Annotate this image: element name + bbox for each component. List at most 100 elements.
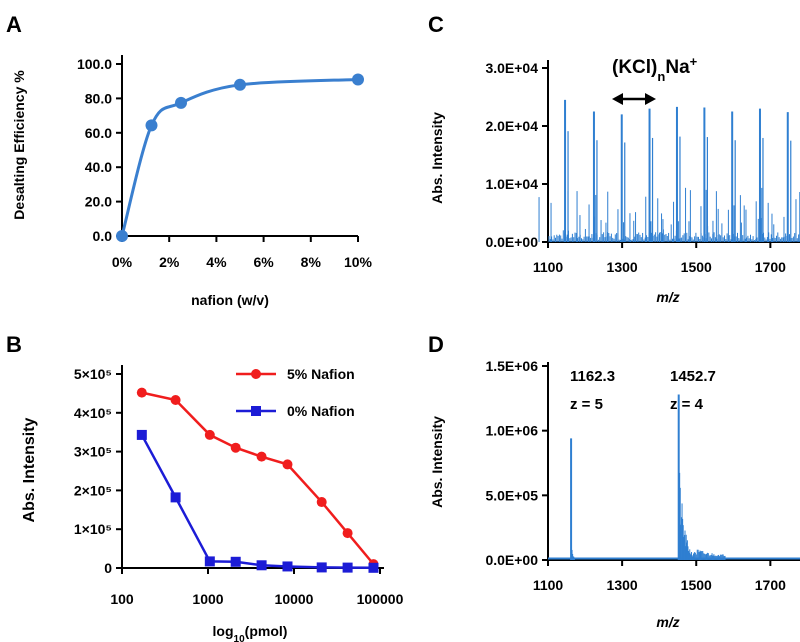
panel-b: B 0 1×10⁵ 2×10⁵ 3×10⁵ 4×10⁵ 5×10⁵ 100 1000 1000… (6, 332, 404, 642)
legend-label-5pct: 5% Nafion (287, 366, 355, 382)
x-tick-label: 6% (253, 254, 274, 270)
y-tick-label: 3×10⁵ (74, 444, 112, 460)
legend-marker-5pct (251, 369, 261, 379)
panel-d-peak2-mz: 1452.7 (670, 368, 716, 385)
data-point (175, 96, 187, 109)
data-point-square (316, 562, 327, 573)
y-tick-label: 0.0E+00 (485, 234, 538, 250)
panel-d-peak1-charge: z = 5 (570, 396, 603, 413)
panel-c-peaks (538, 99, 800, 242)
data-point-square (342, 562, 353, 573)
panel-a-letter: A (6, 12, 22, 37)
panel-d-y-axis-label: Abs. Intensity (429, 416, 445, 508)
x-tick-label: 10% (344, 254, 373, 270)
panel-b-legend: 5% Nafion 0% Nafion (236, 366, 355, 419)
panel-a-series-line (120, 77, 359, 237)
panel-d-letter: D (428, 332, 444, 357)
data-point-circle (316, 497, 327, 508)
panel-c-annotation: (KCl)nNa+ (612, 54, 698, 84)
panel-a-y-axis-label: Desalting Efficiency % (11, 70, 27, 220)
data-point-circle (342, 528, 353, 539)
data-point (116, 230, 128, 242)
panel-d: D 0.0E+005.0E+051.0E+061.5E+06 1100 1300 1… (428, 332, 800, 630)
data-point (352, 73, 364, 86)
panel-c-y-ticks: 0.0E+00 1.0E+04 2.0E+04 3.0E+04 (485, 60, 548, 250)
x-tick-label: 8% (301, 254, 322, 270)
y-tick-label: 1.0E+04 (485, 176, 538, 192)
panel-d-x-axis-label: m/z (656, 614, 679, 630)
data-point-circle (170, 394, 181, 405)
y-tick-label: 60.0 (85, 125, 112, 141)
x-tick-label: 4% (206, 254, 227, 270)
y-tick-label: 1.0E+06 (485, 423, 538, 439)
panel-d-x-ticks: 1100 1300 1500 1700 (533, 560, 786, 593)
panel-b-letter: B (6, 332, 22, 357)
panel-d-peak1-mz: 1162.3 (570, 368, 615, 385)
x-tick-label: 1500 (681, 259, 712, 275)
x-tick-label: 100000 (357, 591, 404, 607)
y-tick-label: 40.0 (85, 159, 112, 175)
panel-c: C 0.0E+001.0E+042.0E+043.0E+04 1100 1300 1… (428, 12, 800, 305)
data-point (234, 78, 246, 91)
panel-b-points (136, 387, 379, 573)
panel-c-letter: C (428, 12, 444, 37)
x-tick-label: 1100 (533, 259, 564, 275)
panel-a: A 0.0 20.0 40.0 60.0 80.0 100.0 0% 2% 4% 6% 8% 10%… (6, 12, 373, 308)
data-point-square (204, 556, 215, 567)
data-point-circle (282, 459, 293, 470)
data-point-square (368, 562, 379, 573)
data-point-square (230, 556, 241, 567)
panel-c-x-ticks: 1100 1300 1500 1700 (533, 242, 786, 275)
legend-marker-0pct (251, 406, 261, 416)
data-point-square (170, 492, 181, 503)
y-tick-label: 100.0 (77, 56, 112, 72)
y-tick-label: 0.0E+00 (485, 552, 538, 568)
panel-b-y-ticks: 0 1×10⁵ 2×10⁵ 3×10⁵ 4×10⁵ 5×10⁵ (74, 366, 122, 576)
legend-label-0pct: 0% Nafion (287, 403, 355, 419)
x-tick-label: 1300 (607, 259, 638, 275)
data-point (145, 119, 158, 132)
y-tick-label: 1×10⁵ (74, 521, 112, 537)
double-arrow-icon (612, 93, 656, 105)
y-tick-label: 5×10⁵ (74, 366, 112, 382)
panel-a-points (116, 73, 364, 242)
y-tick-label: 5.0E+05 (485, 487, 538, 503)
x-tick-label: 0% (112, 254, 133, 270)
y-tick-label: 2×10⁵ (74, 482, 112, 498)
y-tick-label: 0.0 (93, 228, 113, 244)
data-point-circle (230, 442, 241, 453)
panel-a-x-ticks: 0% 2% 4% 6% 8% 10% (112, 236, 373, 270)
x-tick-label: 1700 (755, 259, 786, 275)
y-tick-label: 1.5E+06 (485, 358, 538, 374)
panel-d-peaks (548, 394, 800, 560)
x-tick-label: 1500 (681, 577, 712, 593)
panel-b-x-axis-label: log10(pmol) (213, 623, 288, 642)
x-tick-label: 1700 (755, 577, 786, 593)
data-point-circle (136, 387, 147, 398)
x-tick-label: 2% (159, 254, 180, 270)
x-tick-label: 100 (110, 591, 134, 607)
panel-c-y-axis-label: Abs. Intensity (429, 112, 445, 204)
data-point-square (136, 429, 147, 440)
panel-b-y-axis-label: Abs. Intensity (21, 417, 38, 522)
panel-d-peak2-charge: z = 4 (670, 396, 704, 413)
data-point-circle (204, 429, 215, 440)
panel-b-x-ticks: 100 1000 10000 100000 (110, 568, 404, 607)
data-point-circle (256, 451, 267, 462)
y-tick-label: 80.0 (85, 90, 112, 106)
y-tick-label: 2.0E+04 (485, 118, 538, 134)
y-tick-label: 0 (104, 560, 112, 576)
y-tick-label: 20.0 (85, 194, 112, 210)
y-tick-label: 3.0E+04 (485, 60, 538, 76)
data-point-square (282, 561, 293, 572)
y-tick-label: 4×10⁵ (74, 405, 112, 421)
x-tick-label: 1100 (533, 577, 564, 593)
panel-a-y-ticks: 0.0 20.0 40.0 60.0 80.0 100.0 (77, 56, 122, 244)
x-tick-label: 1300 (607, 577, 638, 593)
panel-d-y-ticks: 0.0E+00 5.0E+05 1.0E+06 1.5E+06 (485, 358, 548, 568)
data-point-square (256, 560, 267, 571)
panel-a-x-axis-label: nafion (w/v) (191, 292, 269, 308)
x-tick-label: 10000 (275, 591, 314, 607)
panel-c-x-axis-label: m/z (656, 289, 679, 305)
